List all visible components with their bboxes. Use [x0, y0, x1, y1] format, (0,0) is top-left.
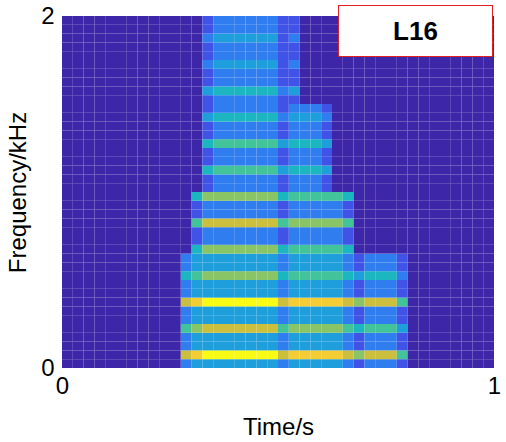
- svg-text:0: 0: [56, 372, 69, 399]
- svg-text:Frequency/kHz: Frequency/kHz: [4, 112, 31, 273]
- svg-text:0: 0: [41, 354, 54, 381]
- svg-text:Time/s: Time/s: [243, 413, 314, 440]
- html-text:L16: L16: [393, 15, 438, 46]
- svg-text:1: 1: [488, 372, 501, 399]
- svg-text:2: 2: [41, 2, 54, 29]
